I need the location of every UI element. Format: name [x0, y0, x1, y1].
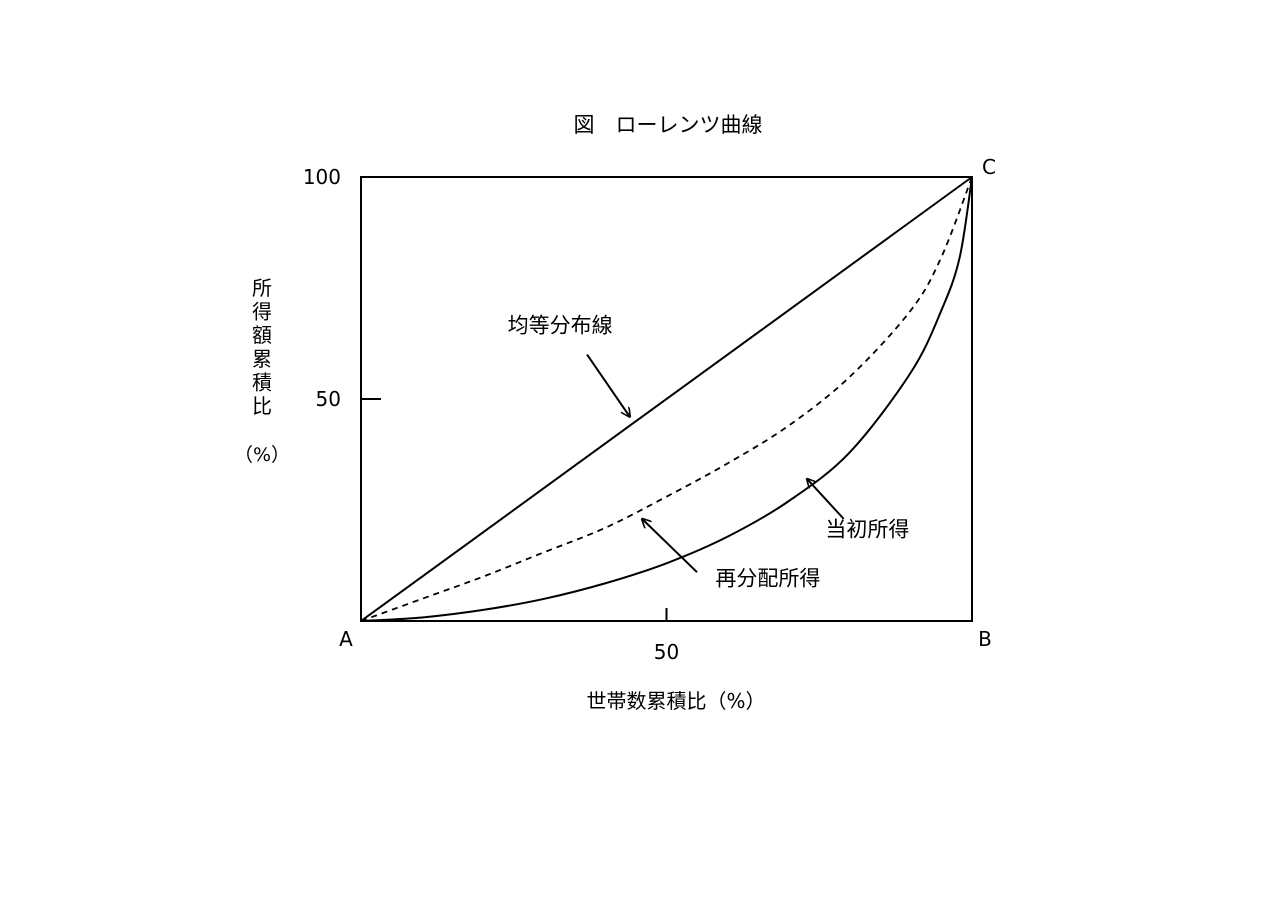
y-axis-unit: （%）	[234, 444, 290, 466]
axis-tick-labels: 50 100 50	[303, 165, 679, 664]
annotation-label-2: 当初所得	[825, 518, 909, 542]
corner-label-b: B	[978, 627, 992, 651]
corner-label-c: C	[982, 155, 996, 179]
series-layer	[360, 176, 973, 622]
annotation-label-0: 均等分布線	[508, 313, 613, 337]
series-line-1	[360, 176, 973, 622]
x-axis-label: 世帯数累積比（%）	[586, 689, 765, 713]
y-tick-label-1: 100	[303, 165, 341, 189]
series-line-0	[360, 176, 973, 622]
axis-ticks	[361, 398, 668, 621]
y-tick-label-0: 50	[316, 387, 341, 411]
annotation-arrow-0	[586, 354, 630, 417]
annotation-arrow-2	[807, 479, 845, 520]
annotation-label-1: 再分配所得	[715, 566, 820, 590]
y-axis-label-char-3: 累	[252, 347, 272, 371]
y-axis-label-char-5: 比	[252, 394, 272, 418]
series-line-2	[360, 176, 973, 622]
x-tick-label-0: 50	[654, 640, 679, 664]
y-axis-label-char-2: 額	[252, 323, 272, 347]
corner-label-a: A	[339, 627, 353, 651]
y-axis-label-char-0: 所	[252, 276, 272, 300]
annotation-arrow-1	[642, 519, 698, 573]
y-axis-label-char-4: 積	[252, 370, 272, 394]
y-axis-label-char-1: 得	[252, 300, 272, 324]
chart-title: 図 ローレンツ曲線	[574, 113, 763, 137]
